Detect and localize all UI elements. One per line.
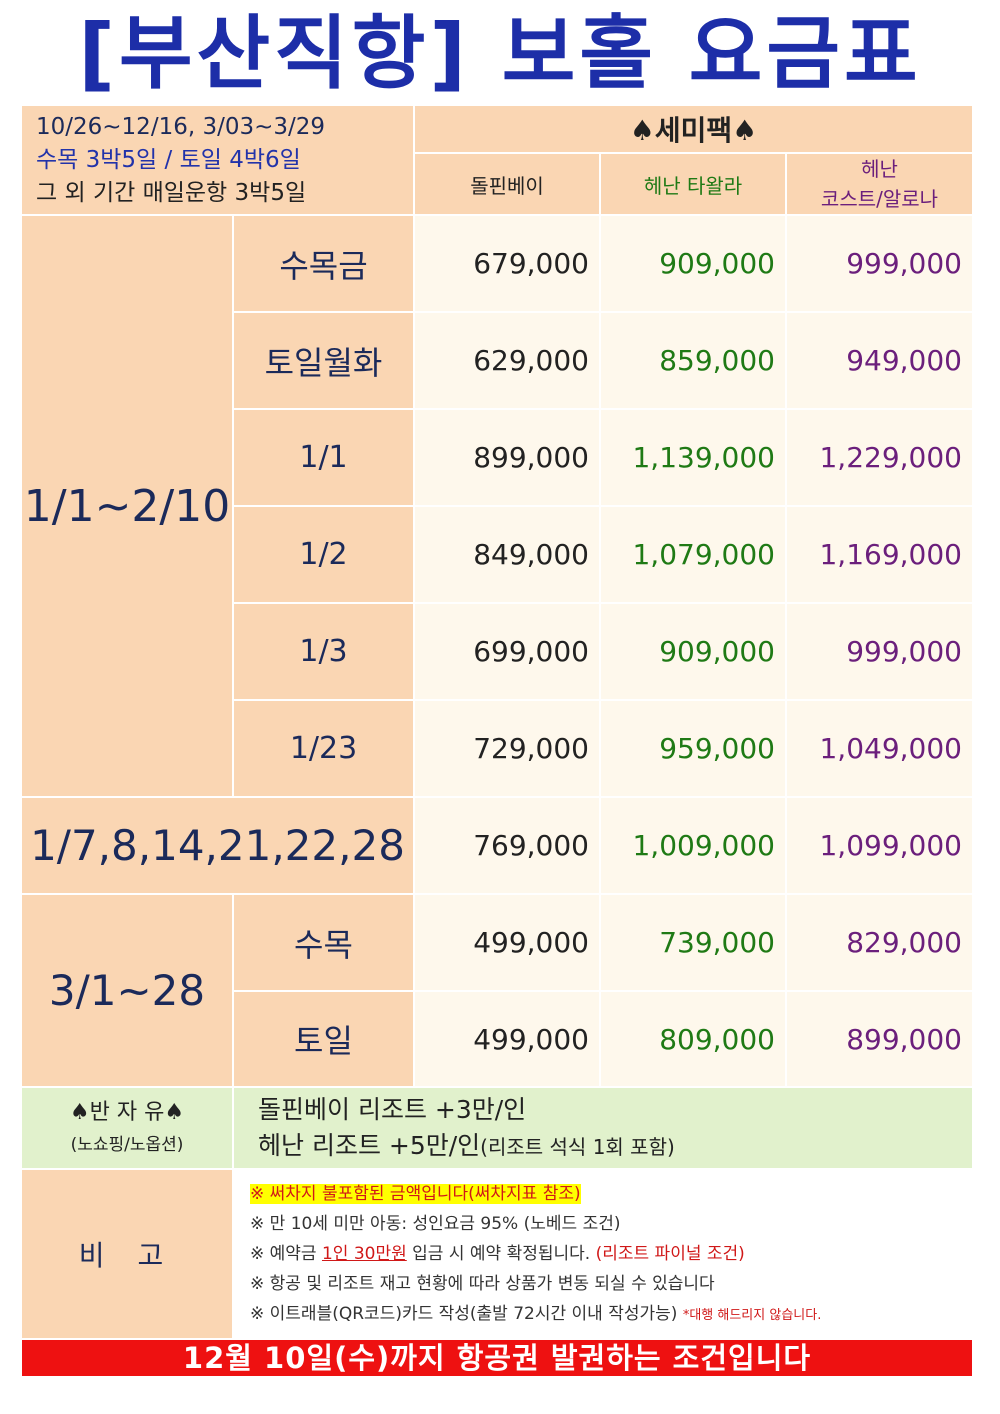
- price-coast: 949,000: [787, 313, 972, 410]
- price-dolphin: 849,000: [415, 507, 601, 604]
- remark-surcharge-text: ※ 써차지 불포함된 금액입니다(써차지표 참조): [250, 1184, 581, 1204]
- package-header: ♠세미팩♠: [415, 106, 972, 154]
- price-tawala: 859,000: [601, 313, 787, 410]
- price-tawala: 1,079,000: [601, 507, 787, 604]
- remark-etravel-note: *대행 해드리지 않습니다.: [682, 1308, 822, 1323]
- free-time-details: 돌핀베이 리조트 +3만/인 헤난 리조트 +5만/인(리조트 석식 1회 포함…: [234, 1088, 972, 1170]
- price-dolphin: 899,000: [415, 410, 601, 507]
- remark-etravel-a: ※ 이트래블(QR코드)카드 작성(출발 72시간 이내 작성가능): [250, 1304, 683, 1324]
- col-header-henann-tawala: 헤난 타왈라: [601, 154, 787, 216]
- remark-deposit-c: 입금 시 예약 확정됩니다.: [406, 1244, 596, 1264]
- free-time-line2-note: (리조트 석식 1회 포함): [480, 1134, 675, 1159]
- price-coast: 1,169,000: [787, 507, 972, 604]
- remarks-content: ※ 써차지 불포함된 금액입니다(써차지표 참조) ※ 만 10세 미만 아동:…: [234, 1170, 972, 1338]
- free-time-line1: 돌핀베이 리조트 +3만/인: [258, 1094, 527, 1124]
- free-time-line2: 헤난 리조트 +5만/인(리조트 석식 1회 포함): [258, 1128, 675, 1165]
- free-time-subtitle: (노쇼핑/노옵션): [70, 1135, 184, 1155]
- period-line-2: 수목 3박5일 / 토일 4박6일: [36, 146, 301, 173]
- price-coast: 999,000: [787, 604, 972, 701]
- col-header-dolphin: 돌핀베이: [415, 154, 601, 216]
- price-tawala: 959,000: [601, 701, 787, 798]
- price-dolphin: 679,000: [415, 216, 601, 313]
- day-label: 1/1: [234, 410, 415, 507]
- day-label: 1/3: [234, 604, 415, 701]
- free-time-label: ♠반 자 유♠ (노쇼핑/노옵션): [22, 1088, 234, 1170]
- price-dolphin: 729,000: [415, 701, 601, 798]
- page-title: [부산직항] 보홀 요금표: [78, 7, 922, 100]
- remark-deposit-a: ※ 예약금: [250, 1244, 322, 1264]
- price-tawala: 909,000: [601, 604, 787, 701]
- price-coast: 1,049,000: [787, 701, 972, 798]
- day-label: 토일월화: [234, 313, 415, 410]
- price-dolphin: 499,000: [415, 992, 601, 1088]
- day-label: 1/2: [234, 507, 415, 604]
- remark-deposit-note: (리조트 파이널 조건): [595, 1244, 745, 1264]
- day-label: 수목금: [234, 216, 415, 313]
- day-label: 1/23: [234, 701, 415, 798]
- col-header-henann-coast: 헤난 코스트/알로나: [787, 154, 972, 216]
- remark-surcharge: ※ 써차지 불포함된 금액입니다(써차지표 참조): [250, 1179, 581, 1209]
- price-dolphin: 499,000: [415, 895, 601, 992]
- period-header: 10/26~12/16, 3/03~3/29 수목 3박5일 / 토일 4박6일…: [22, 106, 415, 216]
- group-jan-label: 1/1~2/10: [22, 216, 234, 798]
- price-coast: 999,000: [787, 216, 972, 313]
- period-line-1: 10/26~12/16, 3/03~3/29: [36, 113, 326, 140]
- remarks-label: 비 고: [22, 1170, 234, 1338]
- free-time-line2-main: 헤난 리조트 +5만/인: [258, 1130, 481, 1160]
- price-dolphin: 629,000: [415, 313, 601, 410]
- price-coast: 829,000: [787, 895, 972, 992]
- remark-deposit-amount: 1인 30만원: [321, 1244, 407, 1264]
- price-tawala: 1,139,000: [601, 410, 787, 507]
- remark-child: ※ 만 10세 미만 아동: 성인요금 95% (노베드 조건): [250, 1214, 621, 1234]
- group-mar-label: 3/1~28: [22, 895, 234, 1088]
- remark-deposit: ※ 예약금 1인 30만원 입금 시 예약 확정됩니다. (리조트 파이널 조건…: [250, 1239, 745, 1269]
- col-header-henann-line1: 헤난: [861, 157, 898, 181]
- price-tawala: 739,000: [601, 895, 787, 992]
- day-label: 수목: [234, 895, 415, 992]
- price-tawala: 809,000: [601, 992, 787, 1088]
- price-tawala: 1,009,000: [601, 798, 787, 895]
- price-coast: 1,099,000: [787, 798, 972, 895]
- price-tawala: 909,000: [601, 216, 787, 313]
- remark-stock: ※ 항공 및 리조트 재고 현황에 따라 상품가 변동 되실 수 있습니다: [250, 1274, 715, 1294]
- remark-etravel: ※ 이트래블(QR코드)카드 작성(출발 72시간 이내 작성가능) *대행 해…: [250, 1299, 821, 1329]
- period-line-3: 그 외 기간 매일운항 3박5일: [36, 179, 307, 206]
- group-special-label: 1/7,8,14,21,22,28: [22, 798, 415, 895]
- footer-notice: 12월 10일(수)까지 항공권 발권하는 조건입니다: [22, 1340, 972, 1376]
- col-header-henann-line2: 코스트/알로나: [820, 187, 939, 211]
- price-coast: 899,000: [787, 992, 972, 1088]
- free-time-title: ♠반 자 유♠: [69, 1100, 185, 1125]
- price-coast: 1,229,000: [787, 410, 972, 507]
- day-label: 토일: [234, 992, 415, 1088]
- price-dolphin: 769,000: [415, 798, 601, 895]
- price-dolphin: 699,000: [415, 604, 601, 701]
